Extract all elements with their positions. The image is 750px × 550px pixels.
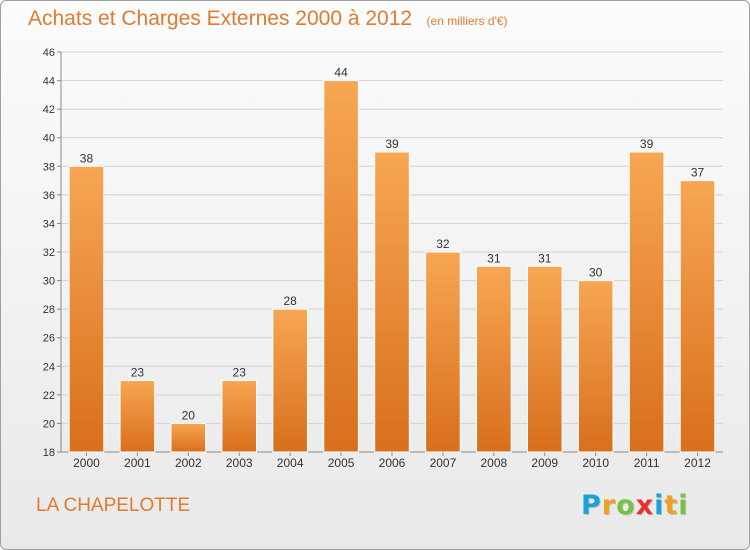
data-label-2003: 23 xyxy=(233,366,247,380)
x-tick-label-2006: 2006 xyxy=(379,456,406,470)
y-tick-label: 22 xyxy=(43,390,55,402)
bars xyxy=(68,80,716,453)
x-tick-label-2000: 2000 xyxy=(73,456,100,470)
bar-2012 xyxy=(679,180,716,453)
title-row: Achats et Charges Externes 2000 à 2012 (… xyxy=(28,7,508,31)
data-label-2012: 37 xyxy=(691,166,705,180)
bar-2009 xyxy=(526,265,563,453)
chart-title: Achats et Charges Externes 2000 à 2012 xyxy=(28,7,413,30)
x-tick-label-2008: 2008 xyxy=(480,456,507,470)
y-tick-label: 24 xyxy=(43,361,55,373)
bar-2000 xyxy=(68,165,105,453)
y-tick-label: 20 xyxy=(43,418,55,430)
y-tick-label: 46 xyxy=(43,47,55,59)
bar-2006 xyxy=(374,151,410,453)
x-tick-label-2001: 2001 xyxy=(124,456,151,470)
y-tick-label: 34 xyxy=(43,218,55,230)
x-tick-label-2010: 2010 xyxy=(582,456,609,470)
x-tick-label-2005: 2005 xyxy=(328,456,355,470)
y-tick-label: 36 xyxy=(43,190,55,202)
bar-2002 xyxy=(170,422,207,453)
data-label-2008: 31 xyxy=(487,251,501,265)
bar-2008 xyxy=(476,265,512,453)
y-tick-label: 26 xyxy=(43,333,55,345)
data-label-2002: 20 xyxy=(182,408,196,422)
bar-2007 xyxy=(425,251,461,453)
y-tick-label: 44 xyxy=(43,76,55,88)
logo-letter: i xyxy=(678,490,689,521)
data-label-2011: 39 xyxy=(640,137,654,151)
bar-2011 xyxy=(628,151,665,453)
x-tick-label-2011: 2011 xyxy=(634,456,660,470)
logo-letter: t xyxy=(664,490,679,521)
bar-2003 xyxy=(221,380,258,453)
y-tick-label: 38 xyxy=(43,161,55,173)
bar-2001 xyxy=(119,380,156,453)
data-label-2007: 32 xyxy=(436,237,450,251)
data-label-2000: 38 xyxy=(80,151,94,165)
y-tick-label: 42 xyxy=(43,104,55,116)
bar-2010 xyxy=(577,280,614,453)
data-label-2004: 28 xyxy=(283,294,297,308)
data-label-2010: 30 xyxy=(589,266,603,280)
x-tick-label-2002: 2002 xyxy=(175,456,202,470)
x-tick-label-2007: 2007 xyxy=(430,456,457,470)
y-tick-label: 18 xyxy=(43,447,55,459)
logo-letter: i xyxy=(654,490,665,521)
x-tick-label-2012: 2012 xyxy=(684,456,711,470)
y-tick-label: 40 xyxy=(43,133,55,145)
bar-2004 xyxy=(272,308,308,453)
logo-letter: o xyxy=(616,490,636,521)
y-tick-label: 28 xyxy=(43,304,55,316)
logo-letter: x xyxy=(635,490,655,521)
logo-letter: r xyxy=(601,490,617,521)
x-tick-label-2004: 2004 xyxy=(277,456,304,470)
y-tick-label: 32 xyxy=(43,247,55,259)
data-label-2001: 23 xyxy=(131,366,145,380)
proxiti-logo: Proxiti xyxy=(581,490,689,521)
y-tick-label: 30 xyxy=(43,276,55,288)
bar-2005 xyxy=(323,80,359,453)
data-label-2006: 39 xyxy=(385,137,399,151)
logo-letter: P xyxy=(581,490,602,521)
data-label-2009: 31 xyxy=(538,251,552,265)
labels: 18 20 22 24 26 28 30 32 34 36 38 40 42 44 46 38 2000 23 20… xyxy=(43,47,711,470)
x-tick-label-2003: 2003 xyxy=(226,456,253,470)
data-label-2005: 44 xyxy=(334,66,348,80)
place-name: LA CHAPELOTTE xyxy=(36,495,191,516)
unit-note: (en milliers d'€) xyxy=(426,14,508,28)
x-tick-label-2009: 2009 xyxy=(531,456,558,470)
